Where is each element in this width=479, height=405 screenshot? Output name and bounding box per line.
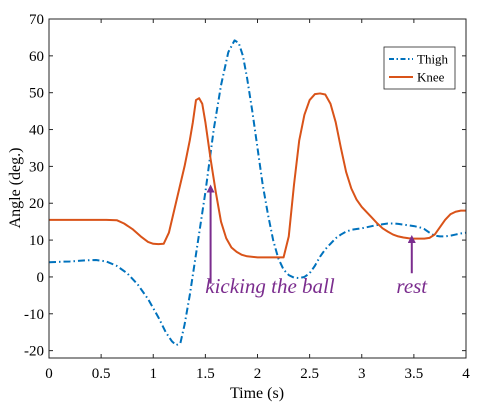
x-tick-label: 3 <box>358 366 366 382</box>
axis-layer: 0 0.5 1 1.5 2 2.5 3 3.5 4 -20 -10 0 10 20 30 40 50 60 70 <box>24 12 470 382</box>
x-tick-label: 1.5 <box>196 366 215 382</box>
legend: Thigh Knee <box>383 46 456 90</box>
x-tick-label: 0.5 <box>92 366 111 382</box>
legend-box <box>383 46 456 90</box>
y-tick-label: 50 <box>29 86 44 102</box>
x-tick-label: 0 <box>45 366 53 382</box>
y-axis-label: Angle (deg.) <box>7 148 24 229</box>
y-tick-label: 40 <box>29 123 44 139</box>
y-tick-label: 60 <box>29 49 44 65</box>
y-tick-label: -20 <box>24 344 44 360</box>
x-tick-label: 2 <box>254 366 262 382</box>
annotation-text-2: rest <box>396 274 428 298</box>
y-tick-label: 70 <box>29 12 44 28</box>
x-tick-label: 4 <box>462 366 470 382</box>
x-axis-label: Time (s) <box>230 385 284 402</box>
y-tick-label: 0 <box>37 270 45 286</box>
legend-label-thigh: Thigh <box>417 52 449 67</box>
x-tick-label: 3.5 <box>405 366 424 382</box>
y-tick-label: 10 <box>29 233 44 249</box>
legend-label-knee: Knee <box>417 70 445 85</box>
y-tick-label: -10 <box>24 307 44 323</box>
y-tick-label: 20 <box>29 196 44 212</box>
y-tick-label: 30 <box>29 159 44 175</box>
series-line-thigh <box>48 39 467 347</box>
x-tick-label: 2.5 <box>300 366 319 382</box>
x-tick-label: 1 <box>150 366 158 382</box>
annotation-layer: kicking the ball rest <box>205 184 428 298</box>
annotation-text-1: kicking the ball <box>205 274 335 298</box>
